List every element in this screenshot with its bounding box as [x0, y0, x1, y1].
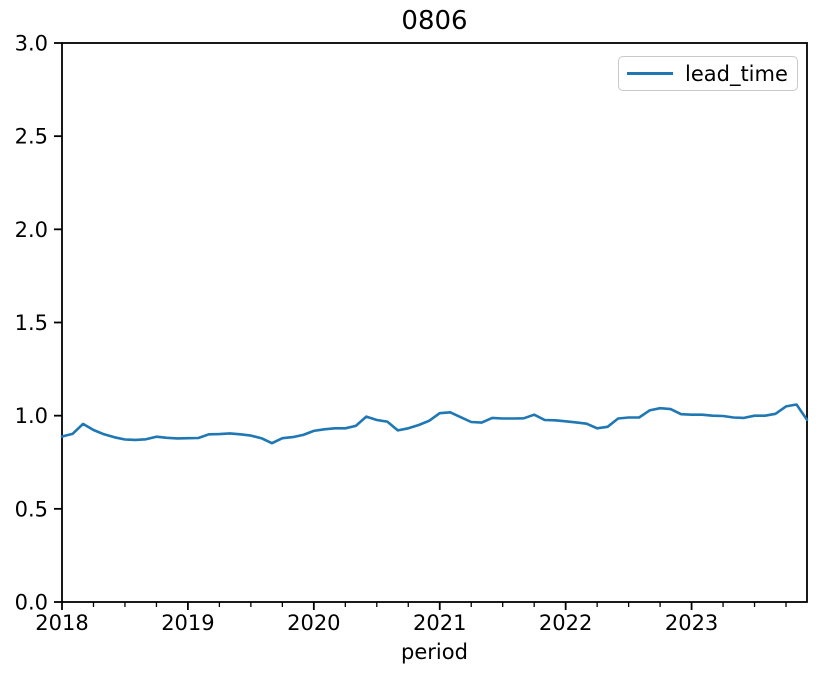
y-tick-label: 1.5 [15, 311, 48, 335]
y-tick-label: 0.5 [15, 497, 48, 521]
x-tick-label: 2018 [35, 611, 88, 635]
legend: lead_time [618, 56, 798, 91]
y-tick-label: 2.0 [15, 218, 48, 242]
x-tick-label: 2022 [539, 611, 592, 635]
x-tick-label: 2019 [161, 611, 214, 635]
y-tick-label: 1.0 [15, 404, 48, 428]
x-tick-label: 2020 [287, 611, 340, 635]
lead-time-line [60, 403, 809, 445]
y-tick-label: 0.0 [15, 591, 48, 615]
y-tick-label: 2.5 [15, 125, 48, 149]
x-axis-label: period [401, 640, 468, 664]
chart-title: 0806 [401, 6, 468, 36]
x-tick-label: 2021 [413, 611, 466, 635]
legend-label: lead_time [685, 61, 788, 86]
plot-spines [61, 42, 808, 603]
x-tick-label: 2023 [665, 611, 718, 635]
legend-line-sample-icon [627, 72, 673, 75]
y-tick-label: 3.0 [15, 32, 48, 56]
